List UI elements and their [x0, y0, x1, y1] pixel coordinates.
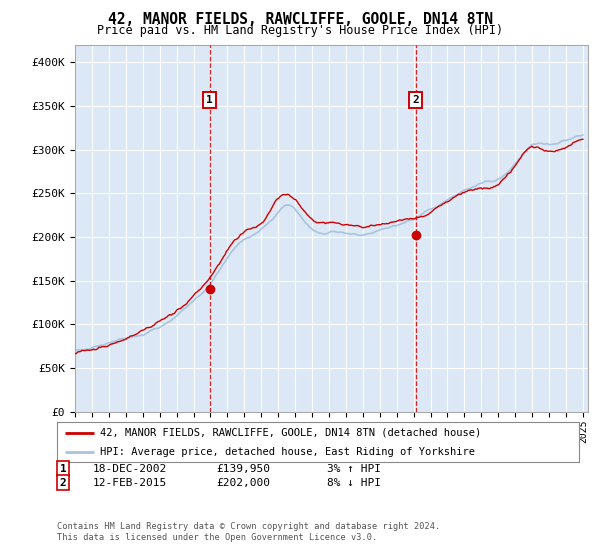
Text: Contains HM Land Registry data © Crown copyright and database right 2024.: Contains HM Land Registry data © Crown c… [57, 522, 440, 531]
Text: 1: 1 [206, 95, 213, 105]
Text: This data is licensed under the Open Government Licence v3.0.: This data is licensed under the Open Gov… [57, 533, 377, 542]
Text: £139,950: £139,950 [216, 464, 270, 474]
Text: 42, MANOR FIELDS, RAWCLIFFE, GOOLE, DN14 8TN (detached house): 42, MANOR FIELDS, RAWCLIFFE, GOOLE, DN14… [100, 428, 481, 438]
Text: Price paid vs. HM Land Registry's House Price Index (HPI): Price paid vs. HM Land Registry's House … [97, 24, 503, 36]
Text: £202,000: £202,000 [216, 478, 270, 488]
Text: 18-DEC-2002: 18-DEC-2002 [93, 464, 167, 474]
Text: 1: 1 [59, 464, 67, 474]
Text: 12-FEB-2015: 12-FEB-2015 [93, 478, 167, 488]
Text: 2: 2 [412, 95, 419, 105]
Text: HPI: Average price, detached house, East Riding of Yorkshire: HPI: Average price, detached house, East… [100, 446, 475, 456]
Text: 3% ↑ HPI: 3% ↑ HPI [327, 464, 381, 474]
Text: 2: 2 [59, 478, 67, 488]
Text: 42, MANOR FIELDS, RAWCLIFFE, GOOLE, DN14 8TN: 42, MANOR FIELDS, RAWCLIFFE, GOOLE, DN14… [107, 12, 493, 27]
Text: 8% ↓ HPI: 8% ↓ HPI [327, 478, 381, 488]
